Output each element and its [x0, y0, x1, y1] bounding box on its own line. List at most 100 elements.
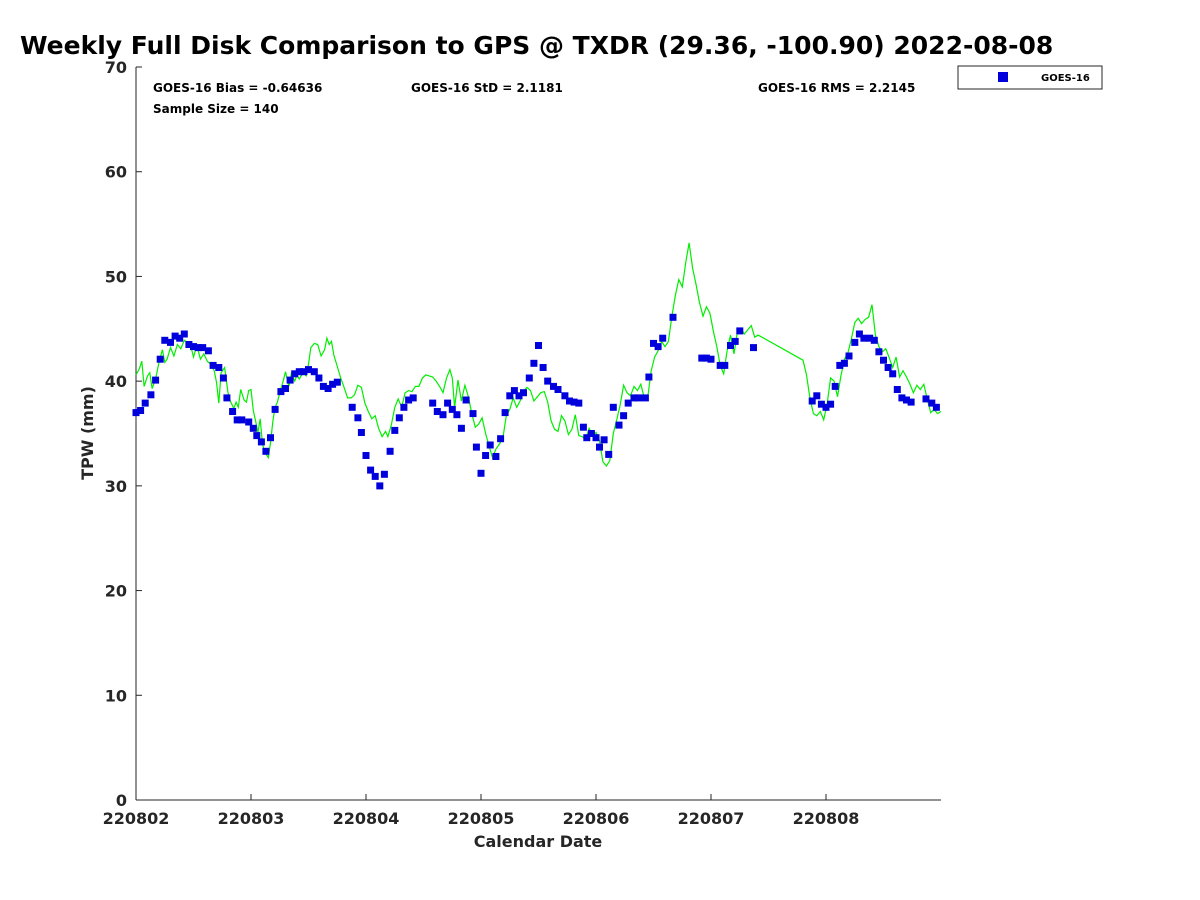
goes16-point	[132, 409, 140, 417]
x-tick-label: 220805	[448, 809, 515, 828]
y-tick-label: 60	[105, 163, 127, 182]
goes16-point	[362, 452, 370, 459]
goes16-point	[817, 400, 825, 408]
y-tick-label: 70	[105, 58, 127, 77]
goes16-point	[827, 400, 835, 408]
chart-title: Weekly Full Disk Comparison to GPS @ TXD…	[20, 31, 1053, 60]
goes16-point	[907, 398, 915, 406]
goes16-point	[152, 376, 160, 384]
goes16-point	[219, 374, 227, 382]
goes16-point	[609, 403, 617, 411]
goes16-point	[319, 382, 327, 390]
goes16-point	[229, 408, 237, 415]
y-tick-label: 20	[105, 582, 127, 601]
goes16-point	[855, 330, 863, 338]
goes16-point	[405, 396, 413, 404]
goes16-point	[813, 392, 821, 400]
goes16-point	[530, 359, 538, 367]
goes16-point	[492, 453, 500, 460]
goes16-point	[624, 399, 632, 407]
goes16-point	[727, 342, 734, 349]
goes16-point	[448, 405, 456, 413]
goes16-point	[257, 438, 265, 446]
goes16-point	[570, 398, 578, 406]
goes16-point	[860, 334, 868, 342]
goes16-point	[391, 426, 399, 434]
goes16-point	[822, 403, 830, 411]
goes16-point	[238, 416, 246, 424]
goes16-point	[539, 364, 547, 371]
goes16-point	[194, 344, 202, 352]
goes16-point	[650, 339, 657, 347]
goes16-point	[277, 388, 285, 396]
y-ticks: 0 10 20 30 40 50 60 70	[105, 58, 142, 810]
goes16-point	[271, 405, 279, 413]
goes16-point	[605, 450, 613, 458]
goes16-point	[482, 452, 490, 459]
goes16-point	[501, 409, 509, 417]
y-tick-label: 30	[105, 477, 127, 496]
goes16-point	[659, 334, 667, 342]
x-tick-label: 220808	[793, 809, 860, 828]
goes16-point	[592, 434, 600, 442]
goes16-point	[310, 368, 318, 376]
goes16-point	[223, 394, 231, 402]
y-tick-label: 50	[105, 267, 127, 286]
goes16-point	[439, 411, 447, 419]
goes16-point	[249, 424, 257, 432]
goes16-point	[808, 397, 816, 405]
y-tick-label: 40	[105, 372, 127, 391]
goes16-point	[380, 470, 388, 478]
goes16-point	[267, 434, 274, 442]
goes16-point	[561, 392, 569, 400]
goes16-point	[282, 385, 289, 392]
goes16-point	[367, 466, 375, 474]
goes16-point	[716, 361, 724, 369]
goes16-point	[305, 366, 312, 374]
goes16-point	[750, 344, 757, 352]
goes16-point	[357, 429, 365, 436]
goes16-point	[444, 399, 452, 407]
goes16-point	[147, 391, 155, 399]
goes16-point	[233, 416, 241, 424]
goes16-point	[630, 394, 638, 402]
goes16-point	[176, 334, 184, 342]
goes16-point	[525, 374, 533, 382]
goes16-point	[932, 403, 940, 411]
y-tick-label: 10	[105, 686, 127, 705]
goes16-point	[348, 403, 356, 411]
goes16-point	[635, 394, 642, 402]
goes16-point	[185, 341, 193, 348]
goes16-point	[510, 387, 518, 395]
goes16-point	[156, 355, 164, 363]
goes16-point	[286, 376, 294, 384]
plot-area: 0 10 20 30 40 50 60 70 220802 220803 220804 220805…	[103, 58, 942, 828]
goes16-point	[645, 373, 653, 381]
goes16-point	[215, 364, 223, 371]
goes16-point	[333, 378, 341, 386]
goes16-point	[371, 472, 379, 480]
goes16-point	[262, 447, 270, 455]
legend: GOES-16	[957, 65, 1103, 90]
goes16-point	[141, 399, 149, 407]
goes16-point	[922, 395, 930, 403]
x-ticks: 220802 220803 220804 220805 220806 220807 2208…	[103, 794, 860, 828]
goes16-point	[457, 424, 465, 432]
goes16-point	[721, 361, 729, 369]
goes16-point	[702, 354, 710, 362]
goes16-point	[180, 330, 188, 338]
x-tick-label: 220807	[678, 809, 745, 828]
goes16-point	[300, 368, 308, 376]
goes16-point	[161, 336, 169, 344]
goes16-point	[875, 348, 883, 356]
goes16-point	[884, 364, 892, 371]
bias-stat: GOES-16 Bias = -0.64636	[153, 81, 322, 95]
goes16-point	[245, 418, 253, 426]
goes16-point	[893, 386, 901, 393]
goes16-point	[544, 377, 552, 385]
goes16-point	[137, 407, 145, 414]
goes16-point	[409, 394, 417, 402]
goes16-point	[836, 361, 844, 369]
legend-label-goes16: GOES-16	[1041, 73, 1090, 84]
